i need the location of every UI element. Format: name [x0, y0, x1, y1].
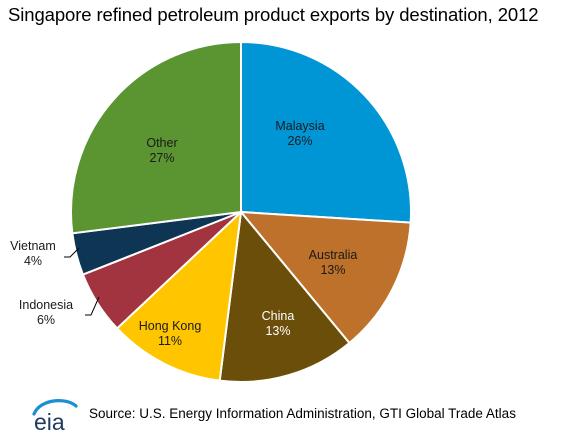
- slice-label-vietnam: Vietnam: [10, 239, 56, 253]
- slice-label-indonesia: Indonesia: [19, 298, 73, 312]
- source-note: Source: U.S. Energy Information Administ…: [89, 406, 516, 421]
- pie-slice-malaysia: [240, 40, 412, 224]
- slice-value-indonesia: 6%: [37, 313, 55, 327]
- eia-logo-text: eia: [34, 409, 65, 435]
- slice-value-china: 13%: [265, 324, 290, 338]
- slice-value-other: 27%: [149, 151, 174, 165]
- leader-line-indonesia: [85, 296, 100, 316]
- pie-slice-hong-kong: [115, 209, 243, 382]
- pie-slice-australia: [238, 210, 412, 345]
- slice-value-hong-kong: 11%: [158, 334, 182, 348]
- slice-label-china: China: [262, 309, 295, 323]
- slice-value-malaysia: 26%: [287, 134, 312, 148]
- slice-label-other: Other: [146, 136, 177, 150]
- pie-slice-other: [69, 40, 242, 235]
- chart-title: Singapore refined petroleum product expo…: [8, 4, 539, 25]
- slice-label-australia: Australia: [309, 248, 358, 262]
- slice-value-vietnam: 4%: [24, 254, 42, 268]
- slice-value-australia: 13%: [320, 263, 345, 277]
- eia-logo: eia: [32, 399, 78, 435]
- slice-label-malaysia: Malaysia: [275, 119, 324, 133]
- slice-label-hong-kong: Hong Kong: [139, 319, 202, 333]
- leader-line-vietnam: [64, 247, 80, 258]
- pie-slice-china: [218, 209, 351, 384]
